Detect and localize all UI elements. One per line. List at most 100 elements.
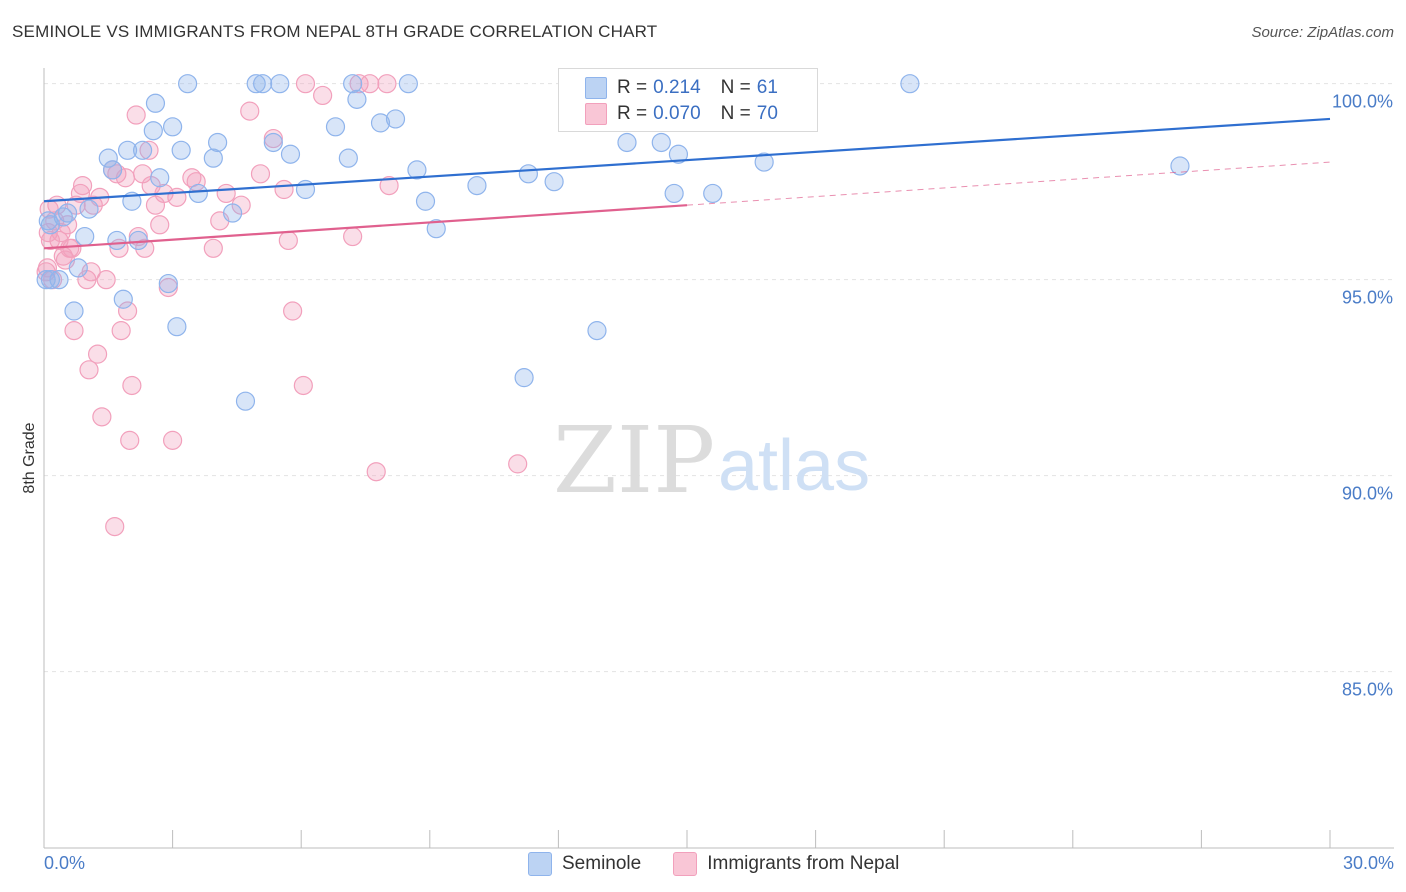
nepal-point bbox=[105, 516, 125, 537]
seminole-point bbox=[158, 273, 178, 294]
stats-legend: R = 0.214 N = 61 R = 0.070 N = 70 bbox=[558, 68, 818, 132]
nepal-legend-swatch bbox=[673, 852, 698, 876]
seminole-point bbox=[178, 74, 198, 94]
seminole-point bbox=[518, 164, 538, 184]
seminole-point bbox=[280, 144, 301, 164]
series-legend: Seminole Immigrants from Nepal bbox=[528, 852, 931, 876]
seminole-legend-swatch bbox=[528, 852, 552, 876]
seminole-point bbox=[36, 270, 56, 290]
nepal-point bbox=[111, 321, 131, 341]
y-tick-labels: 85.0% 90.0% 95.0% 100.0% bbox=[1332, 92, 1393, 700]
nepal-point bbox=[508, 454, 528, 474]
seminole-point bbox=[338, 148, 358, 168]
seminole-point bbox=[132, 140, 153, 160]
seminole-points bbox=[36, 74, 1190, 411]
seminole-point bbox=[263, 132, 283, 153]
nepal-trend-line bbox=[43, 204, 688, 250]
seminole-point bbox=[38, 211, 58, 231]
watermark-atlas: atlas bbox=[718, 426, 870, 506]
chart-title: SEMINOLE VS IMMIGRANTS FROM NEPAL 8TH GR… bbox=[12, 22, 658, 41]
nepal-swatch bbox=[585, 103, 607, 125]
seminole-point bbox=[75, 226, 95, 247]
nepal-point bbox=[167, 187, 187, 207]
seminole-trend-line bbox=[43, 117, 1331, 203]
nepal-n-value: 70 bbox=[756, 103, 778, 124]
nepal-point bbox=[240, 101, 260, 121]
seminole-point bbox=[79, 199, 99, 219]
seminole-point bbox=[664, 183, 684, 204]
nepal-point bbox=[87, 344, 108, 364]
seminole-point bbox=[514, 368, 534, 388]
nepal-trend-extension bbox=[686, 161, 1331, 206]
seminole-point bbox=[385, 109, 406, 129]
nepal-point bbox=[126, 105, 146, 125]
seminole-point bbox=[651, 132, 671, 153]
seminole-point bbox=[208, 132, 228, 153]
seminole-point bbox=[102, 160, 123, 180]
y-axis-label: 8th Grade bbox=[21, 422, 38, 493]
nepal-r-label: R = bbox=[617, 103, 648, 124]
nepal-point bbox=[122, 375, 142, 396]
seminole-point bbox=[370, 113, 391, 133]
nepal-point bbox=[293, 375, 313, 396]
trend-lines bbox=[43, 117, 1331, 250]
nepal-point bbox=[81, 262, 101, 282]
nepal-point bbox=[92, 407, 112, 427]
seminole-point bbox=[343, 74, 363, 94]
seminole-r-label: R = bbox=[617, 77, 648, 98]
nepal-point bbox=[313, 85, 333, 106]
nepal-point bbox=[139, 140, 159, 160]
seminole-point bbox=[347, 89, 367, 109]
seminole-point bbox=[415, 191, 436, 211]
nepal-point bbox=[283, 301, 303, 321]
legend-item-seminole[interactable]: Seminole bbox=[528, 852, 641, 876]
seminole-point bbox=[171, 140, 191, 160]
seminole-point bbox=[98, 148, 118, 168]
seminole-point bbox=[253, 74, 273, 94]
seminole-point bbox=[68, 258, 88, 278]
seminole-n-label: N = bbox=[720, 77, 751, 98]
seminole-n-value: 61 bbox=[756, 77, 778, 98]
nepal-point bbox=[295, 74, 316, 94]
nepal-point bbox=[360, 74, 380, 94]
legend-row-seminole: R = 0.214 N = 61 bbox=[585, 76, 778, 100]
seminole-point bbox=[235, 391, 256, 411]
nepal-point bbox=[51, 223, 71, 243]
nepal-n-label: N = bbox=[720, 103, 751, 124]
seminole-point bbox=[107, 230, 127, 251]
seminole-point bbox=[203, 148, 223, 168]
seminole-point bbox=[117, 140, 138, 160]
nepal-legend-label: Immigrants from Nepal bbox=[707, 853, 900, 874]
nepal-point bbox=[216, 183, 236, 204]
seminole-point bbox=[703, 183, 723, 204]
x-tick-label-max: 30.0% bbox=[1343, 853, 1394, 873]
x-ticks bbox=[43, 830, 1331, 848]
legend-item-nepal[interactable]: Immigrants from Nepal bbox=[673, 852, 899, 876]
nepal-point bbox=[250, 164, 271, 184]
seminole-point bbox=[64, 301, 84, 321]
seminole-point bbox=[270, 74, 290, 94]
nepal-point bbox=[96, 270, 116, 290]
seminole-point bbox=[407, 160, 427, 180]
seminole-point bbox=[617, 132, 637, 153]
nepal-point bbox=[72, 175, 93, 196]
seminole-legend-label: Seminole bbox=[562, 853, 642, 874]
seminole-swatch bbox=[585, 77, 607, 99]
y-tick-label: 85.0% bbox=[1342, 680, 1393, 700]
nepal-point bbox=[64, 321, 84, 341]
nepal-point bbox=[135, 238, 155, 258]
seminole-point bbox=[668, 144, 689, 164]
nepal-point bbox=[150, 215, 170, 235]
seminole-point bbox=[587, 321, 607, 341]
source-label: Source: ZipAtlas.com bbox=[1251, 24, 1394, 41]
seminole-point bbox=[754, 152, 774, 172]
seminole-point bbox=[188, 183, 208, 204]
nepal-point bbox=[366, 462, 386, 482]
seminole-point bbox=[398, 74, 418, 94]
seminole-point bbox=[145, 93, 166, 113]
legend-row-nepal: R = 0.070 N = 70 bbox=[585, 102, 778, 126]
seminole-point bbox=[544, 172, 564, 192]
gridlines bbox=[44, 83, 1394, 673]
x-tick-label-min: 0.0% bbox=[44, 853, 85, 873]
y-tick-label: 90.0% bbox=[1342, 484, 1393, 504]
